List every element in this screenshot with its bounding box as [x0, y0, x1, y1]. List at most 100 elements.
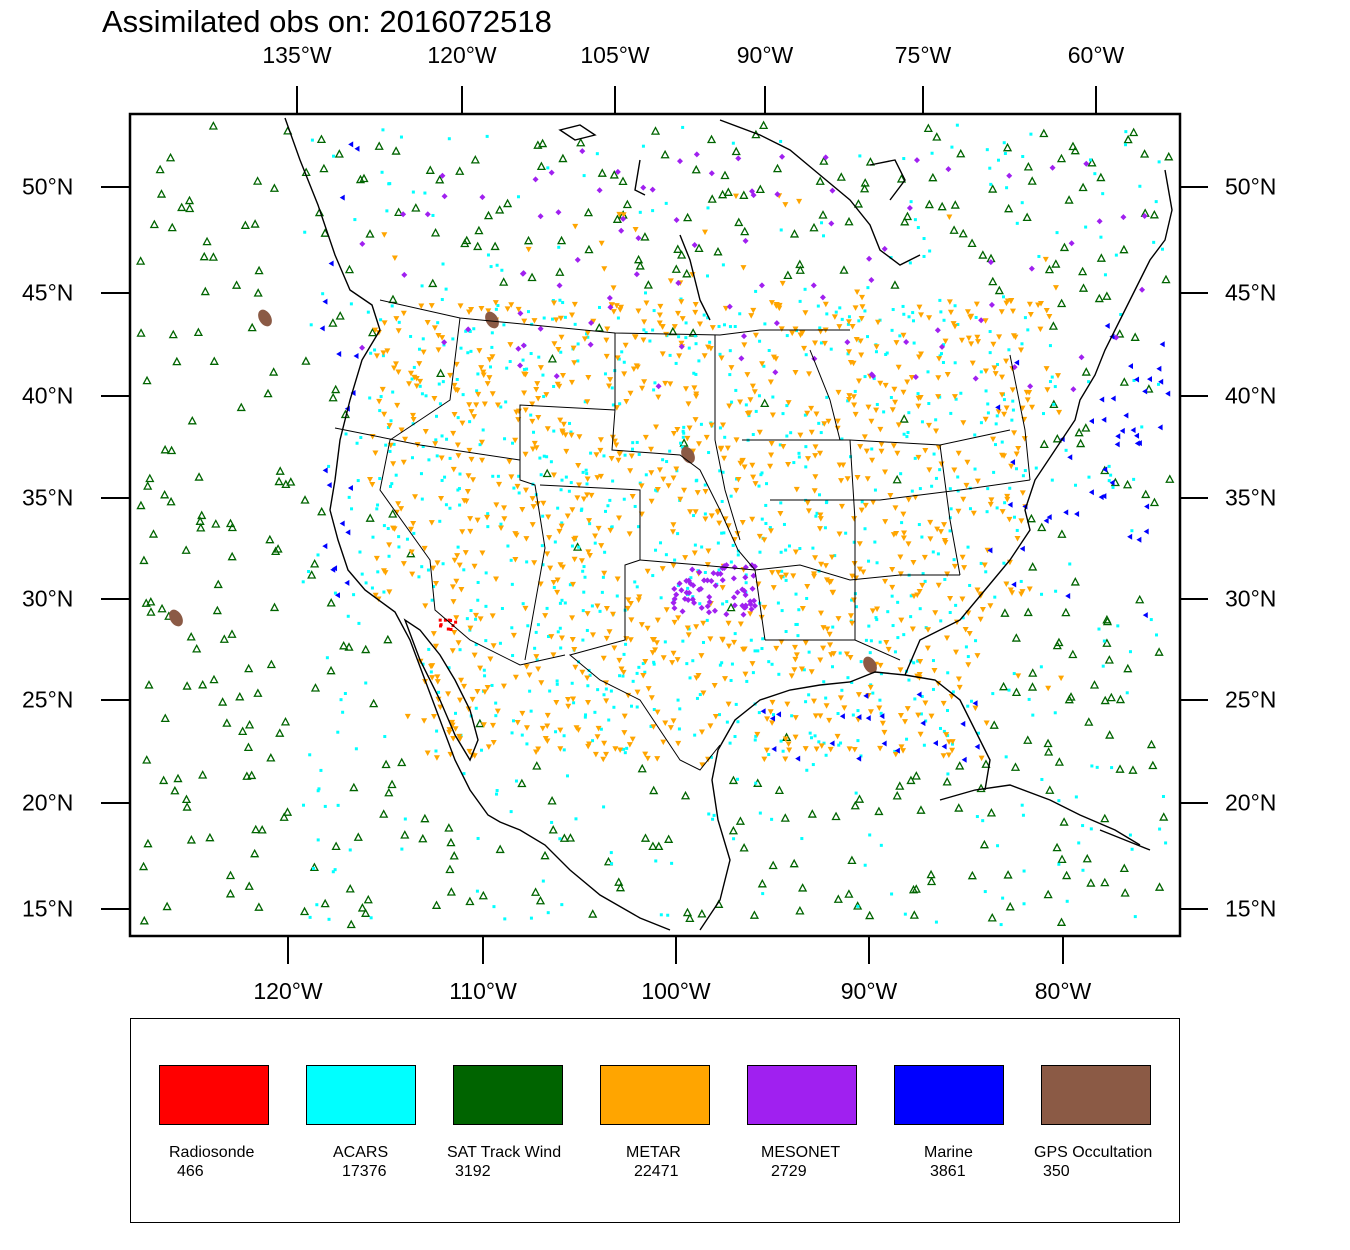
- acars-marker: [349, 302, 353, 306]
- acars-marker: [1002, 398, 1006, 402]
- acars-marker: [999, 923, 1003, 927]
- acars-marker: [440, 298, 444, 302]
- acars-marker: [508, 360, 512, 364]
- mesonet-marker: [708, 577, 715, 584]
- metar-marker: [608, 302, 615, 308]
- acars-marker: [409, 334, 413, 338]
- mesonet-marker: [687, 580, 694, 587]
- metar-marker: [870, 499, 877, 506]
- acars-marker: [873, 488, 877, 492]
- bottom-lon-label: 110°W: [449, 978, 517, 1004]
- acars-marker: [301, 803, 305, 807]
- right-lat-label: 45°N: [1225, 279, 1277, 306]
- acars-marker: [1152, 240, 1156, 244]
- acars-marker: [729, 560, 733, 564]
- mesonet-marker: [829, 187, 836, 194]
- metar-marker: [656, 312, 663, 319]
- acars-marker: [456, 545, 460, 549]
- acars-marker: [542, 316, 546, 320]
- right-lat-label: 30°N: [1225, 585, 1277, 612]
- acars-marker: [611, 479, 615, 483]
- acars-marker: [350, 507, 354, 511]
- observation-points: [136, 120, 1175, 929]
- legend-item-sat-track-wind: SAT Track Wind 3192: [425, 1019, 573, 1224]
- mesonet-marker: [676, 580, 683, 587]
- metar-marker: [707, 636, 714, 642]
- acars-marker: [347, 495, 351, 499]
- metar-marker: [777, 511, 784, 517]
- acars-marker: [779, 228, 783, 232]
- bottom-lon-label: 100°W: [641, 978, 711, 1004]
- metar-marker: [694, 490, 701, 496]
- metar-marker: [480, 369, 487, 376]
- acars-marker: [1087, 475, 1091, 479]
- metar-marker: [955, 450, 962, 457]
- acars-marker: [420, 497, 424, 501]
- metar-marker: [449, 584, 456, 590]
- acars-marker: [899, 472, 903, 476]
- marine-marker: [1146, 376, 1152, 383]
- metar-marker: [945, 752, 952, 758]
- metar-marker: [817, 713, 824, 719]
- acars-marker: [469, 349, 473, 353]
- sat-track-wind-marker: [227, 551, 237, 561]
- acars-marker: [562, 734, 566, 738]
- sat-track-wind-marker: [173, 773, 183, 783]
- metar-marker: [597, 437, 604, 443]
- mesonet-marker: [607, 304, 614, 311]
- acars-marker: [572, 701, 576, 705]
- acars-marker: [491, 474, 495, 478]
- acars-marker: [526, 310, 530, 314]
- acars-marker: [511, 719, 515, 723]
- bottom-lon-label: 80°W: [1034, 978, 1092, 1004]
- metar-marker: [530, 504, 537, 510]
- acars-marker: [692, 514, 696, 518]
- metar-marker: [430, 631, 437, 637]
- metar-marker: [584, 675, 591, 681]
- metar-marker: [759, 361, 766, 367]
- acars-marker: [691, 659, 695, 663]
- metar-marker: [479, 550, 486, 557]
- sat-track-wind-marker: [916, 805, 926, 814]
- mesonet-marker: [740, 611, 747, 618]
- marine-marker: [322, 467, 328, 474]
- metar-marker: [964, 309, 971, 315]
- metar-marker: [627, 390, 634, 397]
- metar-marker: [792, 734, 799, 741]
- sat-track-wind-marker: [253, 176, 263, 185]
- acars-marker: [364, 681, 368, 685]
- metar-marker: [705, 548, 712, 555]
- metar-marker: [846, 397, 853, 403]
- sat-track-wind-marker: [1057, 298, 1067, 308]
- metar-marker: [412, 494, 419, 500]
- metar-marker: [542, 613, 549, 619]
- metar-marker: [739, 458, 746, 465]
- metar-marker: [501, 505, 508, 511]
- sat-track-wind-marker: [682, 907, 693, 917]
- sat-track-wind-marker: [660, 149, 670, 159]
- sat-track-wind-marker: [1059, 817, 1069, 826]
- acars-marker: [804, 700, 808, 704]
- acars-marker: [457, 487, 461, 491]
- metar-marker: [805, 456, 812, 462]
- metar-marker: [867, 684, 874, 691]
- sat-track-wind-marker: [1043, 738, 1053, 748]
- acars-marker: [441, 562, 445, 566]
- acars-marker: [728, 325, 732, 329]
- acars-marker: [559, 488, 563, 492]
- metar-marker: [921, 554, 928, 561]
- acars-marker: [996, 158, 1000, 162]
- metar-marker: [1015, 445, 1022, 452]
- acars-marker: [1002, 141, 1006, 145]
- acars-marker: [458, 503, 462, 507]
- acars-marker: [1021, 474, 1025, 478]
- metar-marker: [601, 266, 608, 272]
- metar-marker: [474, 689, 481, 695]
- metar-marker: [413, 383, 420, 390]
- sat-track-wind-marker: [614, 877, 624, 886]
- marine-marker: [1119, 427, 1125, 434]
- metar-marker: [471, 652, 478, 659]
- metar-marker: [559, 428, 566, 434]
- acars-marker: [820, 221, 824, 225]
- metar-marker: [915, 395, 922, 402]
